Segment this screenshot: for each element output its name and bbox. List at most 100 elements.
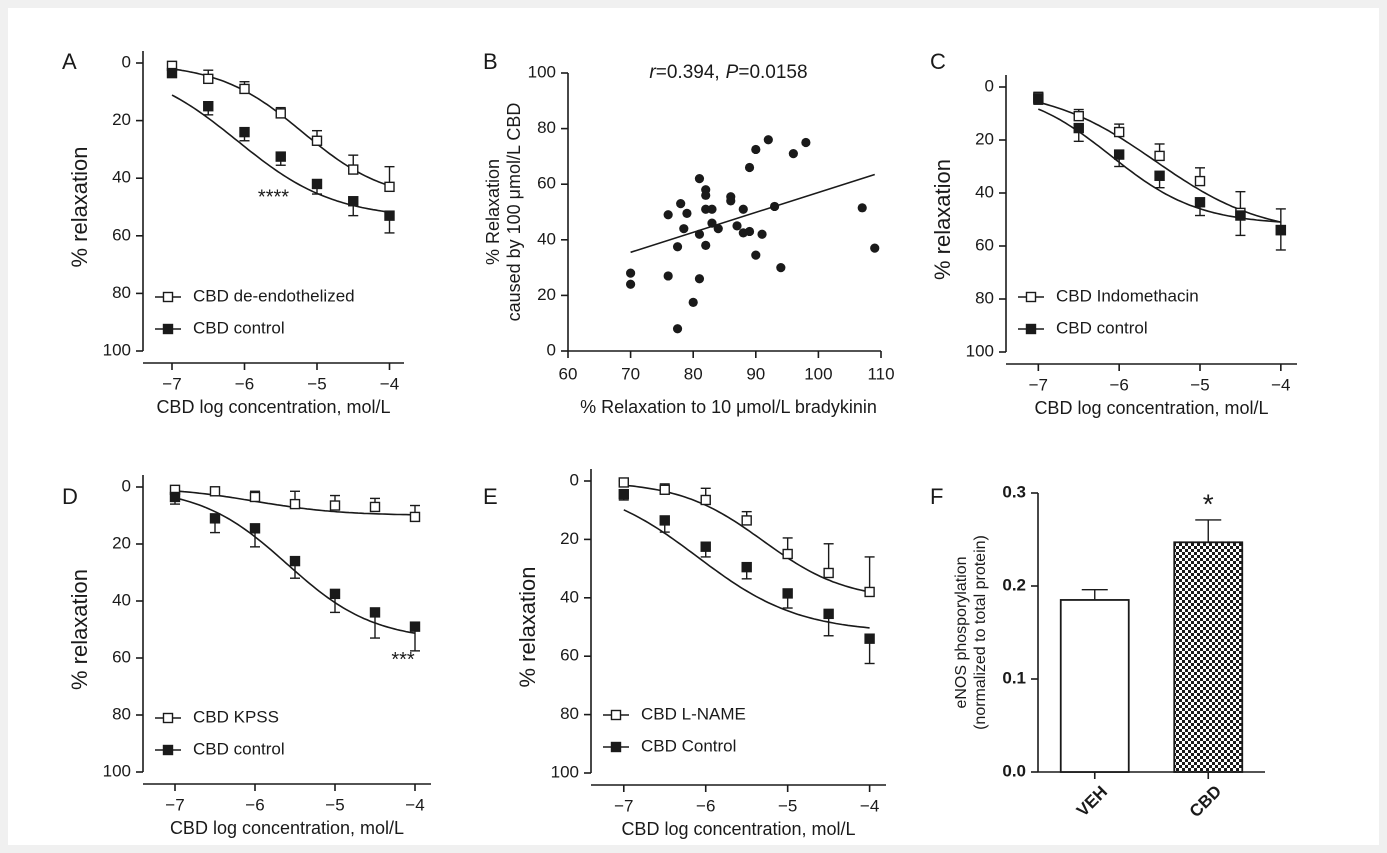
scatter-point bbox=[679, 224, 689, 234]
legend-label: CBD control bbox=[193, 739, 285, 758]
y-axis-label: % relaxation bbox=[515, 566, 540, 687]
data-point bbox=[409, 511, 421, 523]
scatter-point bbox=[707, 218, 717, 228]
panel-label: A bbox=[62, 49, 77, 74]
data-point bbox=[782, 588, 793, 599]
stats-stat-r-value: =0.394, bbox=[656, 62, 720, 83]
data-point bbox=[275, 151, 286, 162]
x-tick-label: −5 bbox=[778, 796, 797, 815]
panel-label: F bbox=[930, 484, 943, 509]
data-point bbox=[239, 126, 250, 138]
y-tick-label: 0.1 bbox=[1002, 668, 1026, 687]
data-point bbox=[311, 178, 323, 190]
data-point bbox=[166, 67, 178, 79]
y-tick-label: 0 bbox=[547, 340, 556, 359]
data-point bbox=[864, 633, 875, 644]
y-axis-label-line2: (normalized to total protein) bbox=[972, 535, 989, 730]
legend-label: CBD de-endothelized bbox=[193, 286, 355, 305]
y-tick-label: 0 bbox=[570, 470, 579, 489]
x-tick-label: −4 bbox=[380, 374, 399, 393]
legend-marker bbox=[162, 291, 174, 303]
y-tick-label: 0.0 bbox=[1002, 761, 1026, 780]
legend-label: CBD L-NAME bbox=[641, 704, 746, 723]
scatter-point bbox=[713, 224, 723, 234]
data-point bbox=[1154, 170, 1165, 181]
y-tick-label: 100 bbox=[966, 341, 994, 360]
legend-label: CBD KPSS bbox=[193, 707, 279, 726]
x-tick-label: 90 bbox=[746, 364, 765, 383]
data-point bbox=[289, 498, 301, 510]
data-point bbox=[1235, 210, 1246, 221]
bar-veh bbox=[1059, 599, 1130, 773]
scatter-point bbox=[694, 174, 705, 184]
y-tick-label: 60 bbox=[975, 235, 994, 254]
stats-stat-p-value: =0.0158 bbox=[738, 62, 807, 83]
x-tick-label: −7 bbox=[162, 374, 181, 393]
y-tick-label: 20 bbox=[112, 110, 131, 129]
data-point bbox=[1194, 197, 1206, 208]
data-point bbox=[700, 541, 711, 552]
scatter-point bbox=[694, 274, 705, 284]
panel-label: D bbox=[62, 484, 78, 509]
scatter-point bbox=[757, 229, 767, 239]
y-axis-label-line1: % Relaxation bbox=[483, 159, 503, 265]
data-point bbox=[1113, 126, 1125, 138]
x-tick-label: −7 bbox=[614, 796, 633, 815]
data-point bbox=[1033, 93, 1044, 105]
scatter-point bbox=[694, 229, 705, 239]
y-tick-label: 0 bbox=[122, 52, 131, 71]
scatter-point bbox=[672, 324, 683, 334]
legend-marker bbox=[162, 744, 174, 756]
scatter-point bbox=[788, 149, 798, 159]
y-tick-label: 100 bbox=[551, 762, 579, 781]
data-point bbox=[659, 515, 670, 526]
y-axis-label-line1: eNOS phosporylation bbox=[953, 556, 970, 708]
y-axis-label: % relaxation bbox=[930, 159, 955, 280]
y-tick-label: 80 bbox=[975, 288, 994, 307]
scatter-point bbox=[626, 268, 636, 278]
series-filled: CBD Control bbox=[603, 488, 875, 755]
x-axis-label: CBD log concentration, mol/L bbox=[1034, 398, 1268, 418]
x-tick-label: −7 bbox=[1029, 375, 1048, 394]
legend-marker bbox=[1025, 323, 1037, 335]
bar-cbd bbox=[1173, 541, 1244, 773]
y-tick-label: 60 bbox=[560, 646, 579, 665]
scatter-point bbox=[663, 210, 673, 220]
data-point bbox=[1275, 224, 1287, 236]
data-point bbox=[239, 83, 250, 95]
data-point bbox=[659, 484, 670, 495]
y-tick-label: 100 bbox=[103, 340, 131, 359]
data-point bbox=[700, 494, 711, 506]
data-point bbox=[409, 621, 421, 632]
y-tick-label: 0.3 bbox=[1002, 482, 1026, 501]
data-point bbox=[348, 196, 359, 207]
x-tick-label: −5 bbox=[307, 374, 326, 393]
y-tick-label: 100 bbox=[103, 761, 131, 780]
panel-label: E bbox=[483, 484, 498, 509]
x-tick-label: 60 bbox=[559, 364, 578, 383]
legend-label: CBD control bbox=[193, 318, 285, 337]
data-point bbox=[169, 491, 181, 503]
data-point bbox=[329, 588, 341, 600]
legend-marker bbox=[162, 712, 174, 724]
y-tick-label: 20 bbox=[560, 529, 579, 548]
x-tick-label: −6 bbox=[235, 374, 254, 393]
x-tick-label: −5 bbox=[325, 795, 344, 814]
x-tick-label: −4 bbox=[860, 796, 879, 815]
x-tick-label: −6 bbox=[696, 796, 715, 815]
legend-marker bbox=[610, 709, 622, 721]
x-axis-label: CBD log concentration, mol/L bbox=[156, 397, 390, 417]
significance-annotation: *** bbox=[391, 649, 415, 671]
data-point bbox=[782, 548, 793, 560]
scatter-point bbox=[769, 201, 780, 212]
scatter-point bbox=[776, 263, 786, 273]
data-point bbox=[1073, 122, 1084, 134]
series-open: CBD L-NAME bbox=[603, 477, 875, 723]
scatter-point bbox=[732, 221, 742, 231]
scatter-point bbox=[663, 271, 673, 281]
data-point bbox=[741, 515, 752, 526]
legend-marker bbox=[1025, 291, 1037, 303]
scatter-point bbox=[801, 137, 811, 148]
